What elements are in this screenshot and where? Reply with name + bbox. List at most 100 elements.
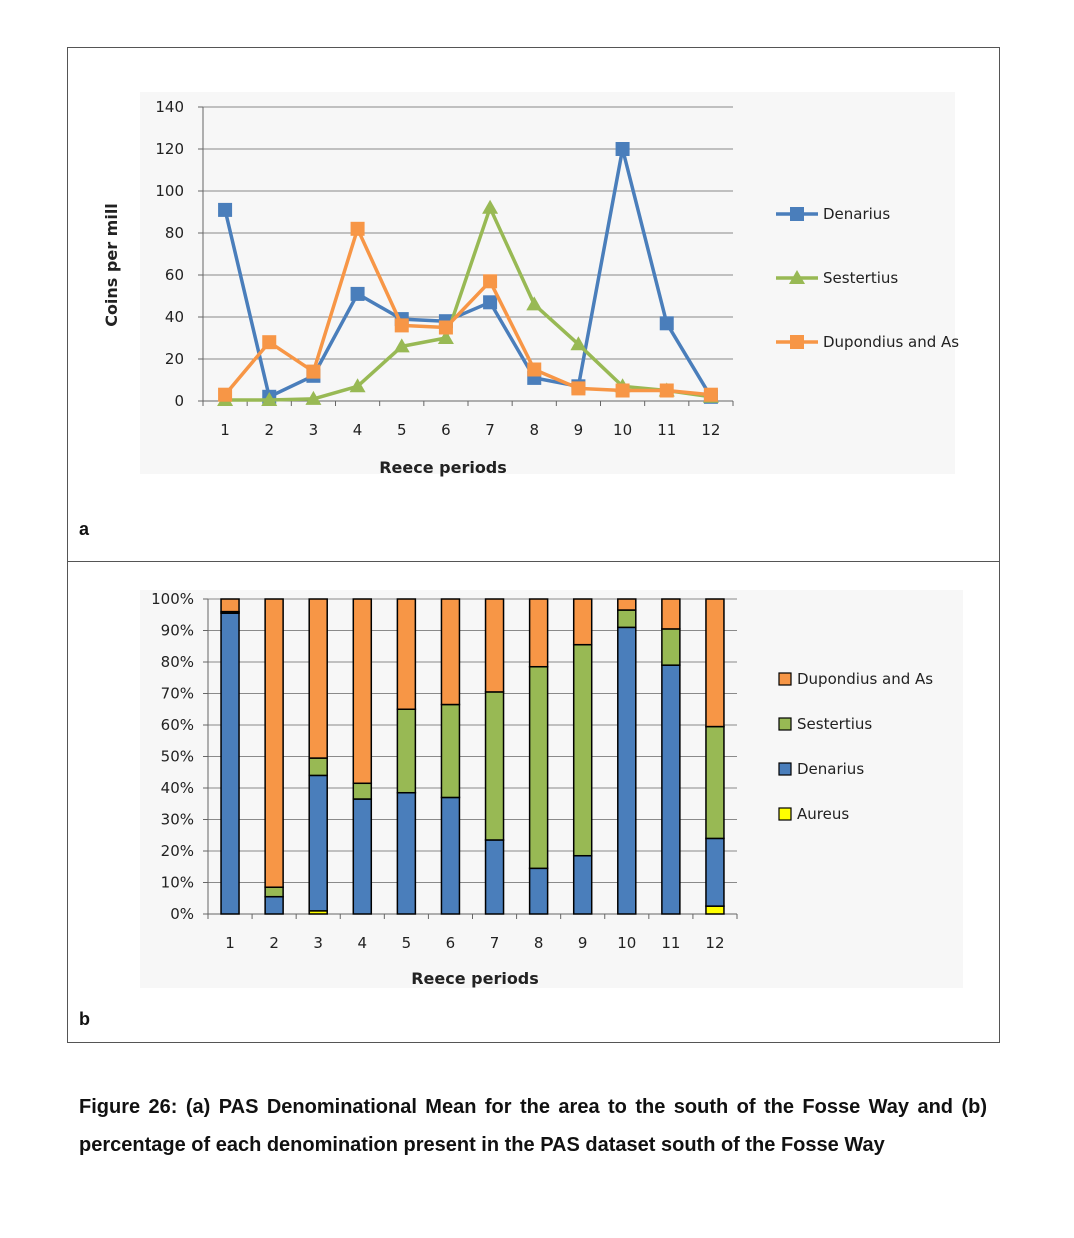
x-axis-title: Reece periods <box>411 969 539 988</box>
bar-segment-dupondius-and-as <box>440 598 461 706</box>
legend-label-aureus: Aureus <box>797 805 849 823</box>
y-tick-label: 20 <box>165 350 184 368</box>
stacked-bar-chart: 0%10%20%30%40%50%60%70%80%90%100%1 2 3 4 5 6 7… <box>151 590 934 988</box>
bar-segment-sestertius <box>572 643 593 857</box>
plot-background <box>140 92 955 474</box>
y-tick-label: 100% <box>151 590 194 608</box>
y-tick-label: 80% <box>161 653 194 671</box>
data-point-sestertius <box>305 390 322 405</box>
y-tick-label: 10% <box>161 874 194 892</box>
bar-segment-dupondius-and-as <box>617 598 637 611</box>
legend-marker-denarius <box>790 207 804 221</box>
bar-segment-sestertius <box>528 665 549 870</box>
bar-segment-dupondius-and-as <box>484 598 505 693</box>
y-tick-label: 100 <box>155 182 184 200</box>
x-tick-label: 6 <box>446 934 456 952</box>
bar-segment-denarius <box>264 895 284 915</box>
x-tick-label: 8 <box>534 934 544 952</box>
x-tick-label: 9 <box>574 421 584 439</box>
bar-segment-dupondius-and-as <box>352 598 373 785</box>
legend-swatch-denarius <box>778 762 792 776</box>
bar-segment-dupondius-and-as <box>220 598 240 613</box>
data-point-dupondius-and-as <box>394 318 409 333</box>
data-point-denarius <box>218 202 233 217</box>
x-tick-label: 7 <box>485 421 495 439</box>
bar-segment-denarius <box>617 626 637 915</box>
legend-swatch-dupondius-and-as <box>778 672 792 686</box>
data-point-sestertius <box>349 378 366 393</box>
y-tick-label: 90% <box>161 622 194 640</box>
data-point-denarius <box>659 316 674 331</box>
bar-segment-dupondius-and-as <box>528 598 549 668</box>
bar-segment-sestertius <box>484 691 505 841</box>
legend-label-dupondius-and-as: Dupondius and As <box>823 333 959 351</box>
data-point-sestertius <box>437 330 454 344</box>
bar-segment-denarius <box>440 796 461 915</box>
data-point-sestertius <box>526 296 543 311</box>
data-point-dupondius-and-as <box>527 362 542 377</box>
data-point-denarius <box>615 142 630 156</box>
bar-segment-sestertius <box>440 703 461 799</box>
data-point-denarius <box>350 286 365 301</box>
data-point-dupondius-and-as <box>483 274 498 289</box>
x-tick-label: 1 <box>220 421 230 439</box>
series-line-sestertius <box>225 206 712 402</box>
bar-segment-denarius <box>661 664 681 915</box>
x-tick-label: 3 <box>309 421 319 439</box>
bar-segment-denarius <box>484 839 505 915</box>
legend-label-dupondius-and-as: Dupondius and As <box>797 670 933 688</box>
y-tick-label: 140 <box>155 98 184 116</box>
y-tick-label: 40 <box>165 308 184 326</box>
data-point-sestertius <box>482 199 499 214</box>
bar-segment-denarius <box>220 612 240 915</box>
legend-label-sestertius: Sestertius <box>797 715 872 733</box>
legend-label-denarius: Denarius <box>823 205 890 223</box>
bar-segment-denarius <box>705 837 725 907</box>
x-axis-title: Reece periods <box>379 458 507 477</box>
y-tick-label: 120 <box>155 140 184 158</box>
legend-marker-sestertius <box>789 270 805 284</box>
bar-segment-dupondius-and-as <box>705 598 725 728</box>
y-tick-label: 50% <box>161 748 194 766</box>
x-tick-label: 8 <box>529 421 539 439</box>
bar-segment-denarius <box>308 774 328 912</box>
bar-segment-sestertius <box>661 628 681 666</box>
data-point-dupondius-and-as <box>350 221 365 236</box>
x-tick-label: 10 <box>613 421 632 439</box>
y-tick-label: 30% <box>161 811 194 829</box>
legend-swatch-aureus <box>778 807 792 821</box>
bar-segment-sestertius <box>264 886 284 898</box>
x-tick-label: 12 <box>705 934 724 952</box>
panel-label-a: a <box>79 519 90 539</box>
bar-segment-dupondius-and-as <box>264 598 284 888</box>
bar-segment-denarius <box>352 798 373 915</box>
bar-segment-dupondius-and-as <box>308 598 328 759</box>
figure-frame <box>67 47 1000 1043</box>
x-tick-label: 11 <box>657 421 676 439</box>
legend-label-denarius: Denarius <box>797 760 864 778</box>
y-tick-label: 60% <box>161 716 194 734</box>
series-line-denarius <box>223 147 713 399</box>
data-point-dupondius-and-as <box>571 381 586 396</box>
legend-swatch-sestertius <box>778 717 792 731</box>
x-tick-label: 6 <box>441 421 451 439</box>
data-point-dupondius-and-as <box>262 335 277 350</box>
figure-caption: Figure 26: (a) PAS Denominational Mean f… <box>79 1096 987 1156</box>
bar-segment-aureus <box>705 905 725 915</box>
x-tick-label: 5 <box>402 934 412 952</box>
bar-segment-sestertius <box>705 725 725 840</box>
bar-segment-sestertius <box>396 708 417 794</box>
y-tick-label: 80 <box>165 224 184 242</box>
legend-label-sestertius: Sestertius <box>823 269 898 287</box>
data-point-sestertius <box>570 336 587 351</box>
legend-marker-dupondius-and-as <box>790 335 804 349</box>
y-tick-label: 60 <box>165 266 184 284</box>
bar-segment-denarius <box>528 867 549 915</box>
x-tick-label: 9 <box>578 934 588 952</box>
y-tick-label: 40% <box>161 779 194 797</box>
bar-segment-dupondius-and-as <box>396 598 417 710</box>
data-point-sestertius <box>261 391 278 406</box>
data-point-dupondius-and-as <box>306 364 321 379</box>
data-point-dupondius-and-as <box>659 383 674 398</box>
y-tick-label: 0 <box>174 392 184 410</box>
